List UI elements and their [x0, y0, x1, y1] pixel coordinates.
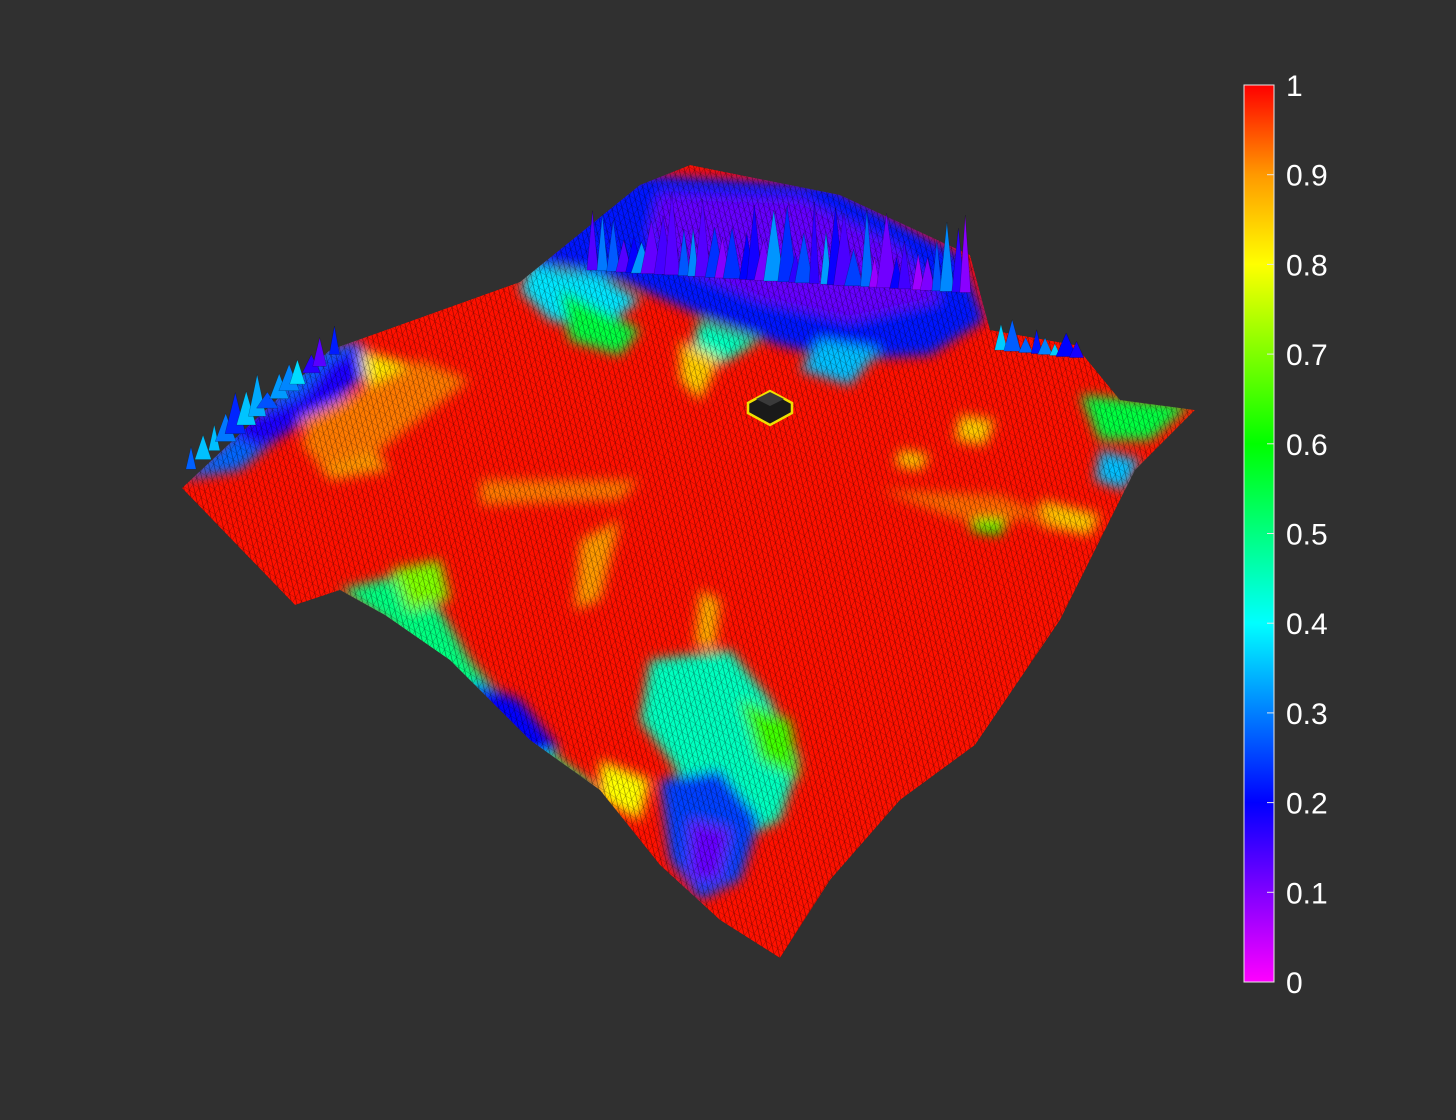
surface-spike [596, 214, 609, 271]
surface-spike [663, 191, 680, 276]
surface-spike [194, 434, 212, 460]
surface-spike [860, 209, 874, 287]
surface-spike [1003, 318, 1022, 352]
surface-spike [1068, 340, 1085, 358]
colorbar-tick-label: 0 [1286, 967, 1303, 1000]
colorbar: 0 0.1 0.2 0.3 0.4 0.5 0.6 0.7 0.8 0.9 1 [1243, 70, 1328, 1000]
colorbar-tick-label: 0.5 [1286, 519, 1328, 552]
colorbar-tick-label: 0.3 [1286, 698, 1328, 731]
surface-spike [994, 324, 1008, 351]
colorbar-tick-label: 0.9 [1286, 160, 1328, 193]
colorbar-tick-label: 0.2 [1286, 788, 1328, 821]
terrain-surface [182, 165, 1195, 958]
ridge-spikes [185, 191, 1085, 470]
surface-spike [959, 215, 972, 293]
surface-spike [1037, 337, 1053, 355]
colorbar-tick-label: 0.1 [1286, 877, 1328, 910]
colorbar-tick-label: 0.4 [1286, 608, 1328, 641]
surface-spike [876, 213, 897, 289]
colorbar-tick-label: 0.8 [1286, 249, 1328, 282]
vehicle-icon [746, 389, 794, 427]
surface-spike [911, 253, 925, 290]
surface-spike [763, 210, 785, 282]
colorbar-tick-label: 0.6 [1286, 429, 1328, 462]
surface-spike [586, 210, 599, 271]
surface-spike [289, 358, 306, 385]
surface-spike [185, 446, 197, 470]
surface-spike [1049, 343, 1061, 356]
surface-spike [606, 220, 621, 272]
colorbar-tick-label: 1 [1286, 70, 1303, 103]
colorbar-ticks: 0 0.1 0.2 0.3 0.4 0.5 0.6 0.7 0.8 0.9 1 [1267, 70, 1328, 1000]
surface-spike [843, 249, 864, 287]
surface-spike [919, 257, 936, 291]
surface-spike [1030, 329, 1043, 354]
surface-spike [328, 326, 340, 355]
surface-spike [794, 232, 814, 284]
surface-spike [777, 205, 797, 283]
surface-spike [694, 199, 711, 278]
surface-spike [256, 391, 279, 409]
surface-spike [897, 240, 912, 290]
surface-spike [868, 256, 881, 288]
colorbar-tick-label: 0.7 [1286, 339, 1328, 372]
surface-spike [808, 201, 820, 284]
surface-spike [722, 227, 742, 279]
surface-spike [931, 239, 943, 292]
surface-spike [1018, 336, 1034, 353]
surface-spike [939, 222, 955, 292]
surface-spike [1055, 332, 1077, 357]
surface-spike [687, 228, 699, 277]
surface-spike [248, 374, 267, 417]
surface-spike [677, 229, 691, 276]
surface-spike [312, 337, 327, 367]
